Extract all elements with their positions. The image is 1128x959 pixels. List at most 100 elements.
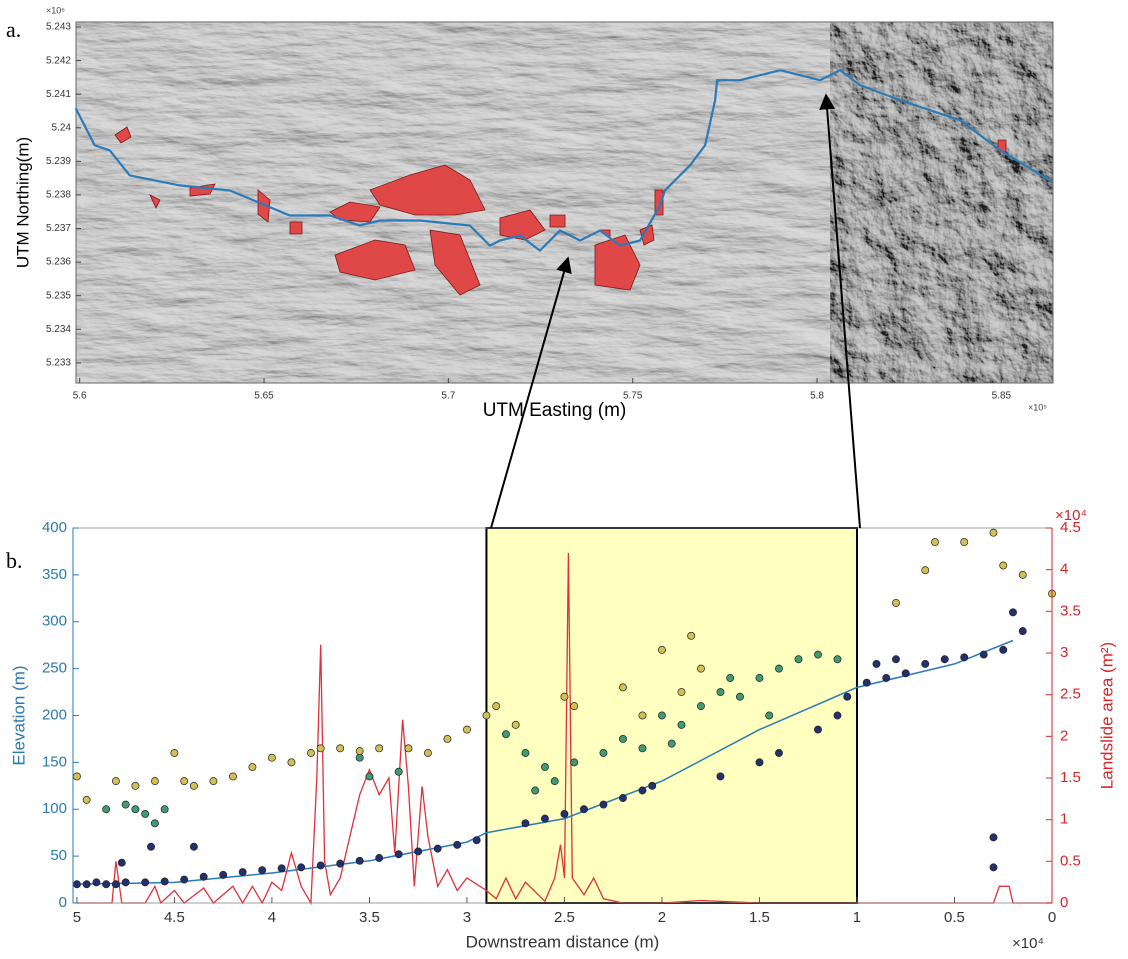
point [658, 712, 665, 719]
y-tick-label: 350 [42, 566, 67, 583]
point [883, 674, 890, 681]
point [288, 759, 295, 766]
point [376, 854, 383, 861]
point [103, 881, 110, 888]
point [658, 646, 665, 653]
point [366, 773, 373, 780]
point [600, 801, 607, 808]
y2-tick-label: 3 [1060, 644, 1068, 661]
point [873, 660, 880, 667]
y2-tick-label: 1 [1060, 811, 1068, 828]
figure: a.5.65.655.75.755.85.855.2335.2345.2355.… [0, 0, 1128, 959]
point [151, 778, 158, 785]
point [688, 632, 695, 639]
point [571, 703, 578, 710]
point [697, 665, 704, 672]
point [619, 794, 626, 801]
highlight-box [486, 528, 857, 903]
point [678, 688, 685, 695]
panel-label: b. [6, 548, 23, 573]
point [147, 843, 154, 850]
x-tick-label: 4.5 [164, 909, 185, 926]
y-tick-label: 50 [50, 847, 67, 864]
point [171, 749, 178, 756]
y-tick-label: 5.237 [46, 223, 71, 234]
y-tick-label: 5.234 [46, 324, 71, 335]
point [834, 656, 841, 663]
x-tick-label: 0.5 [944, 909, 965, 926]
y-tick-label: 100 [42, 800, 67, 817]
point [561, 693, 568, 700]
point [239, 868, 246, 875]
point [73, 773, 80, 780]
y-axis-label: Elevation (m) [9, 665, 28, 765]
point [278, 865, 285, 872]
y-tick-label: 400 [42, 519, 67, 536]
point [83, 796, 90, 803]
point [990, 864, 997, 871]
point [639, 787, 646, 794]
y-tick-label: 5.238 [46, 190, 71, 201]
y2-tick-label: 0 [1060, 894, 1068, 911]
point [181, 778, 188, 785]
point [151, 820, 158, 827]
x-axis-label: UTM Easting (m) [483, 400, 627, 421]
point [376, 745, 383, 752]
point [532, 787, 539, 794]
x-tick-label: 5.65 [254, 391, 274, 402]
point [580, 806, 587, 813]
point [112, 778, 119, 785]
x-tick-label: 1.5 [749, 909, 770, 926]
point [522, 820, 529, 827]
x-tick-label: 5.85 [992, 391, 1012, 402]
point [395, 768, 402, 775]
y2-tick-label: 3.5 [1060, 602, 1081, 619]
y2-exponent: ×10⁴ [1055, 507, 1087, 524]
x-tick-label: 5.6 [73, 391, 87, 402]
point [697, 703, 704, 710]
point [122, 879, 129, 886]
point [1019, 571, 1026, 578]
point [463, 726, 470, 733]
point [639, 712, 646, 719]
point [619, 684, 626, 691]
point [317, 745, 324, 752]
point [142, 879, 149, 886]
point [395, 851, 402, 858]
y2-tick-label: 4 [1060, 561, 1068, 578]
point [424, 749, 431, 756]
point [317, 862, 324, 869]
point [1000, 646, 1007, 653]
point [73, 881, 80, 888]
point [561, 810, 568, 817]
point [132, 782, 139, 789]
x-tick-label: 3 [463, 909, 471, 926]
point [551, 778, 558, 785]
point [541, 815, 548, 822]
x-tick-label: 5 [73, 909, 81, 926]
point [444, 735, 451, 742]
point [502, 731, 509, 738]
point [522, 749, 529, 756]
point [259, 867, 266, 874]
point [249, 763, 256, 770]
point [678, 721, 685, 728]
y-tick-label: 5.241 [46, 89, 71, 100]
point [775, 665, 782, 672]
x-tick-label: 2 [658, 909, 666, 926]
point [132, 806, 139, 813]
x-tick-label: 4 [268, 909, 276, 926]
point [941, 656, 948, 663]
y-tick-label: 5.239 [46, 156, 71, 167]
point [356, 754, 363, 761]
y-tick-label: 5.233 [46, 357, 71, 368]
x-tick-label: 5.7 [441, 391, 455, 402]
point [736, 693, 743, 700]
point [795, 656, 802, 663]
point [961, 538, 968, 545]
point [473, 837, 480, 844]
x-exponent: ×10⁴ [1012, 935, 1044, 952]
y-tick-label: 5.243 [46, 22, 71, 33]
point [83, 881, 90, 888]
y-tick-label: 5.236 [46, 257, 71, 268]
